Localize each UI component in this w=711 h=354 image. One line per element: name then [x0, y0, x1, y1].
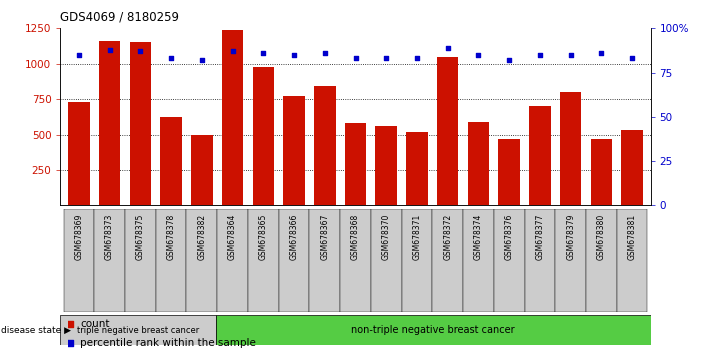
Point — [380, 88, 391, 94]
FancyBboxPatch shape — [125, 209, 156, 312]
Point — [596, 50, 607, 56]
FancyBboxPatch shape — [217, 209, 248, 312]
Text: GSM678369: GSM678369 — [75, 214, 83, 261]
Bar — [621, 130, 643, 205]
Text: GSM678370: GSM678370 — [382, 214, 391, 261]
FancyBboxPatch shape — [555, 209, 586, 312]
Bar — [222, 30, 243, 205]
Bar — [99, 41, 120, 205]
Point — [257, 50, 269, 56]
Text: count: count — [80, 319, 110, 329]
Text: percentile rank within the sample: percentile rank within the sample — [80, 338, 256, 348]
FancyBboxPatch shape — [525, 209, 555, 312]
Point — [626, 56, 638, 61]
Text: GSM678377: GSM678377 — [535, 214, 545, 261]
FancyBboxPatch shape — [156, 209, 186, 312]
Text: GSM678382: GSM678382 — [198, 214, 206, 260]
FancyBboxPatch shape — [340, 209, 371, 312]
Point — [534, 52, 545, 58]
Bar — [468, 122, 489, 205]
FancyBboxPatch shape — [63, 209, 95, 312]
Point — [319, 50, 331, 56]
FancyBboxPatch shape — [371, 209, 402, 312]
Text: GDS4069 / 8180259: GDS4069 / 8180259 — [60, 11, 179, 24]
Text: GSM678380: GSM678380 — [597, 214, 606, 260]
Point — [350, 56, 361, 61]
Point — [442, 45, 454, 51]
FancyBboxPatch shape — [215, 315, 651, 345]
Bar — [345, 123, 366, 205]
Text: disease state ▶: disease state ▶ — [1, 326, 70, 335]
Point — [289, 52, 300, 58]
Bar — [406, 132, 428, 205]
Text: GSM678366: GSM678366 — [289, 214, 299, 261]
Bar — [129, 42, 151, 205]
Text: GSM678371: GSM678371 — [412, 214, 422, 260]
Point — [411, 56, 422, 61]
Point — [503, 57, 515, 63]
Bar — [591, 139, 612, 205]
Text: GSM678381: GSM678381 — [628, 214, 636, 260]
FancyBboxPatch shape — [494, 209, 525, 312]
Bar — [437, 57, 459, 205]
Text: GSM678373: GSM678373 — [105, 214, 114, 261]
FancyBboxPatch shape — [279, 209, 309, 312]
Point — [166, 56, 177, 61]
Text: triple negative breast cancer: triple negative breast cancer — [77, 326, 199, 335]
Point — [134, 48, 146, 54]
FancyBboxPatch shape — [248, 209, 279, 312]
FancyBboxPatch shape — [432, 209, 463, 312]
Bar — [560, 92, 582, 205]
Point — [473, 52, 484, 58]
Text: GSM678379: GSM678379 — [566, 214, 575, 261]
FancyBboxPatch shape — [463, 209, 494, 312]
Text: GSM678375: GSM678375 — [136, 214, 145, 261]
FancyBboxPatch shape — [186, 209, 217, 312]
Point — [73, 52, 85, 58]
Text: GSM678378: GSM678378 — [166, 214, 176, 260]
Bar — [498, 139, 520, 205]
Text: GSM678365: GSM678365 — [259, 214, 268, 261]
FancyBboxPatch shape — [95, 209, 125, 312]
Text: GSM678364: GSM678364 — [228, 214, 237, 261]
Point — [380, 266, 391, 271]
Text: GSM678367: GSM678367 — [320, 214, 329, 261]
Bar — [283, 96, 305, 205]
Bar — [375, 126, 397, 205]
Text: GSM678368: GSM678368 — [351, 214, 360, 260]
Text: GSM678372: GSM678372 — [443, 214, 452, 260]
FancyBboxPatch shape — [402, 209, 432, 312]
Bar — [160, 117, 182, 205]
Bar — [252, 67, 274, 205]
Point — [196, 57, 208, 63]
Point — [380, 56, 392, 61]
Bar — [191, 135, 213, 205]
Point — [565, 52, 577, 58]
Text: GSM678376: GSM678376 — [505, 214, 513, 261]
Text: non-triple negative breast cancer: non-triple negative breast cancer — [351, 325, 515, 335]
Point — [227, 48, 238, 54]
FancyBboxPatch shape — [60, 315, 215, 345]
FancyBboxPatch shape — [586, 209, 616, 312]
Point — [104, 47, 115, 52]
Bar — [314, 86, 336, 205]
Bar — [529, 106, 551, 205]
Bar — [68, 102, 90, 205]
FancyBboxPatch shape — [309, 209, 340, 312]
FancyBboxPatch shape — [616, 209, 648, 312]
Text: GSM678374: GSM678374 — [474, 214, 483, 261]
